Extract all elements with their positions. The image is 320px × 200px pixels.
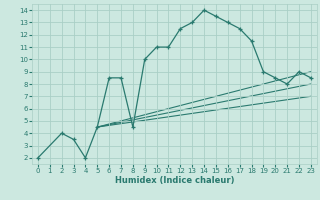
- X-axis label: Humidex (Indice chaleur): Humidex (Indice chaleur): [115, 176, 234, 185]
